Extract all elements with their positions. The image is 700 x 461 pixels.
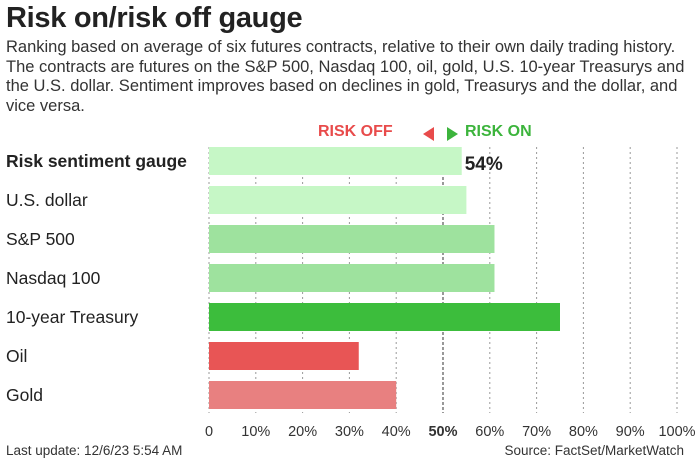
- source-note: Source: FactSet/MarketWatch: [504, 443, 684, 458]
- tick-label: 100%: [658, 424, 695, 440]
- category-label: Risk sentiment gauge: [6, 151, 187, 171]
- data-label: 54%: [465, 154, 503, 175]
- left-arrow-icon: [423, 127, 434, 141]
- tick-label: 40%: [382, 424, 411, 440]
- category-label: 10-year Treasury: [6, 307, 139, 327]
- tick-label: 50%: [428, 424, 457, 440]
- category-label: Gold: [6, 385, 43, 405]
- tick-label: 0: [205, 424, 213, 440]
- page-title: Risk on/risk off gauge: [6, 2, 303, 34]
- tick-label: 70%: [522, 424, 551, 440]
- bar: [209, 303, 560, 331]
- legend-risk-on: RISK ON: [465, 123, 532, 140]
- bar: [209, 342, 359, 370]
- category-label: Oil: [6, 346, 27, 366]
- tick-label: 10%: [241, 424, 270, 440]
- bar: [209, 264, 495, 292]
- category-label: U.S. dollar: [6, 190, 88, 210]
- right-arrow-icon: [447, 127, 458, 141]
- bar: [209, 147, 462, 175]
- subtitle: Ranking based on average of six futures …: [6, 38, 685, 115]
- legend-risk-off: RISK OFF: [318, 123, 393, 140]
- last-update: Last update: 12/6/23 5:54 AM: [6, 443, 183, 458]
- bar: [209, 225, 495, 253]
- category-label: Nasdaq 100: [6, 268, 101, 288]
- tick-label: 30%: [335, 424, 364, 440]
- bar: [209, 186, 467, 214]
- tick-label: 20%: [288, 424, 317, 440]
- bar: [209, 381, 397, 409]
- category-label: S&P 500: [6, 229, 75, 249]
- tick-label: 60%: [475, 424, 504, 440]
- tick-label: 90%: [616, 424, 645, 440]
- tick-label: 80%: [569, 424, 598, 440]
